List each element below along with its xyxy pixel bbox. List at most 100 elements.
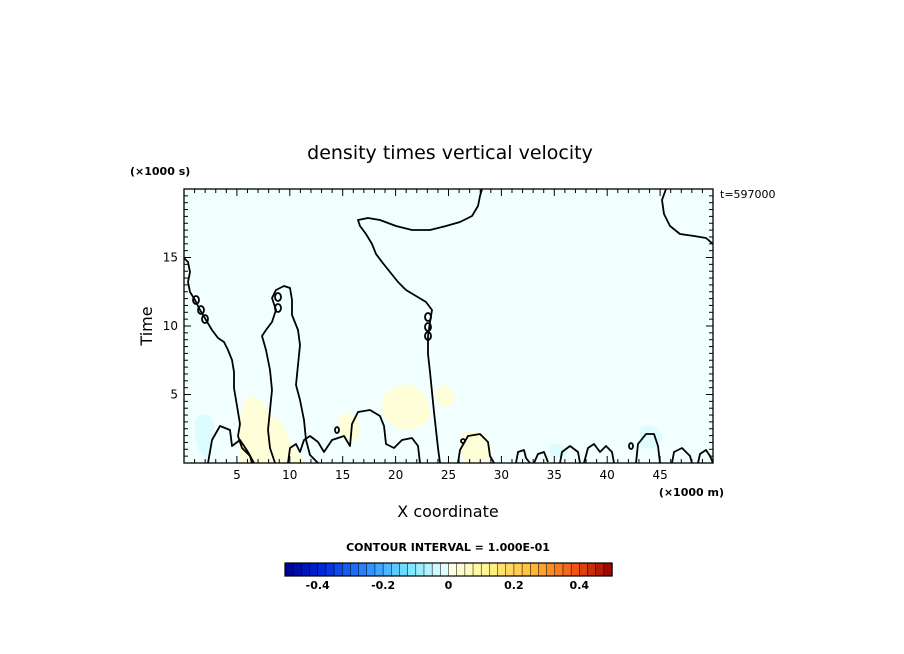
colorbar-tick-label: -0.4 — [306, 579, 330, 592]
contour-plume-large — [357, 188, 483, 464]
colorbar-cell — [595, 562, 605, 577]
contour-loop — [424, 312, 432, 322]
colorbar-cell — [456, 562, 466, 577]
colorbar-tick-label: 0 — [445, 579, 453, 592]
x-tick-label: 20 — [388, 468, 403, 482]
contour-loop — [460, 438, 466, 444]
colorbar-cell — [472, 562, 482, 577]
contour-loop — [192, 295, 200, 305]
x-tick-label: 35 — [547, 468, 562, 482]
positive-patch-left — [238, 396, 306, 463]
colorbar-cell — [292, 562, 302, 577]
x-unit-label: (×1000 m) — [659, 486, 724, 499]
colorbar-cell — [521, 562, 531, 577]
y-axis-ticks: 5 10 15 — [163, 251, 178, 402]
colorbar-cell — [448, 562, 458, 577]
contour-bottom — [515, 449, 531, 464]
colorbar-cell — [366, 562, 376, 577]
colorbar-cell — [301, 562, 311, 577]
positive-patch-edge — [435, 386, 455, 407]
colorbar-cell — [554, 562, 564, 577]
contour-bottom — [671, 447, 693, 464]
x-tick-label: 10 — [282, 468, 297, 482]
y-axis-label: Time — [137, 306, 156, 346]
colorbar-cell — [570, 562, 580, 577]
contour-loop — [628, 442, 634, 450]
colorbar-cell — [382, 562, 392, 577]
contour-loop — [201, 314, 209, 324]
colorbar-cell — [350, 562, 360, 577]
positive-patch-right — [460, 431, 492, 463]
colorbar-frame — [284, 562, 613, 577]
positive-patch-center — [382, 384, 430, 430]
colorbar-cell — [603, 562, 613, 577]
contour-interval-label: CONTOUR INTERVAL = 1.000E-01 — [346, 541, 550, 554]
contour-loop — [424, 322, 432, 332]
colorbar-tick-label: 0.2 — [504, 579, 524, 592]
y-tick-label: 10 — [163, 319, 178, 333]
contour-bottom — [207, 425, 255, 464]
colorbar-cell — [587, 562, 597, 577]
timestamp-label: t=597000 — [720, 188, 776, 201]
chart-title: density times vertical velocity — [307, 142, 593, 164]
x-axis-label: X coordinate — [397, 502, 498, 521]
colorbar-cell — [423, 562, 433, 577]
colorbar-cell — [546, 562, 556, 577]
colorbar-cell — [391, 562, 401, 577]
contour-left — [183, 257, 253, 464]
contour-loop — [197, 305, 205, 315]
colorbar-cell — [415, 562, 425, 577]
contour-bottom — [583, 443, 615, 464]
colorbar-cell — [325, 562, 335, 577]
contour-loop — [424, 331, 432, 341]
colorbar-cell — [505, 562, 515, 577]
colorbar-cell — [530, 562, 540, 577]
x-tick-label: 30 — [494, 468, 509, 482]
contour-top-right — [661, 188, 714, 245]
y-tick-label: 15 — [163, 251, 178, 265]
contour-loop — [334, 426, 340, 434]
colorbar-cell — [579, 562, 589, 577]
colorbar-cell — [358, 562, 368, 577]
colorbar-cell — [333, 562, 343, 577]
negative-patch-left — [194, 414, 215, 458]
plot-area: 5 10 15 20 25 30 35 40 45 5 10 15 — [163, 188, 714, 482]
contour-bottom — [559, 445, 581, 464]
colorbar-cell — [538, 562, 548, 577]
x-tick-label: 25 — [441, 468, 456, 482]
contour-bottom — [697, 449, 714, 464]
colorbar-cell — [497, 562, 507, 577]
colorbar-tick-label: -0.2 — [371, 579, 395, 592]
contour-bottom — [287, 409, 421, 464]
contour-loop — [274, 303, 282, 313]
x-tick-label: 40 — [600, 468, 615, 482]
contour-bottom — [635, 433, 661, 464]
colorbar — [284, 562, 613, 577]
contour-lines — [183, 188, 714, 464]
colorbar-cell — [480, 562, 491, 577]
x-tick-label: 15 — [335, 468, 350, 482]
colorbar-cell — [562, 562, 572, 577]
colorbar-tick-label: 0.4 — [570, 579, 590, 592]
colorbar-cell — [489, 562, 499, 577]
contour-bottom — [457, 433, 495, 464]
color-patches — [194, 384, 662, 463]
minor-ticks — [184, 189, 713, 463]
colorbar-cell — [374, 562, 384, 577]
colorbar-cell — [440, 562, 450, 577]
colorbar-cell — [407, 562, 417, 577]
colorbar-cell — [399, 562, 409, 577]
contour-loop — [274, 292, 282, 302]
x-tick-label: 5 — [233, 468, 241, 482]
colorbar-cell — [464, 562, 474, 577]
colorbar-cell — [431, 562, 441, 577]
contour-plume-thin — [261, 285, 319, 464]
colorbar-cell — [317, 562, 327, 577]
colorbar-cell — [513, 562, 523, 577]
y-unit-label: (×1000 s) — [130, 165, 190, 178]
colorbar-tick-labels: -0.4 -0.2 0 0.2 0.4 — [306, 579, 590, 592]
negative-patch-small — [550, 444, 568, 459]
contour-bottom — [533, 451, 549, 464]
y-tick-label: 5 — [170, 388, 178, 402]
